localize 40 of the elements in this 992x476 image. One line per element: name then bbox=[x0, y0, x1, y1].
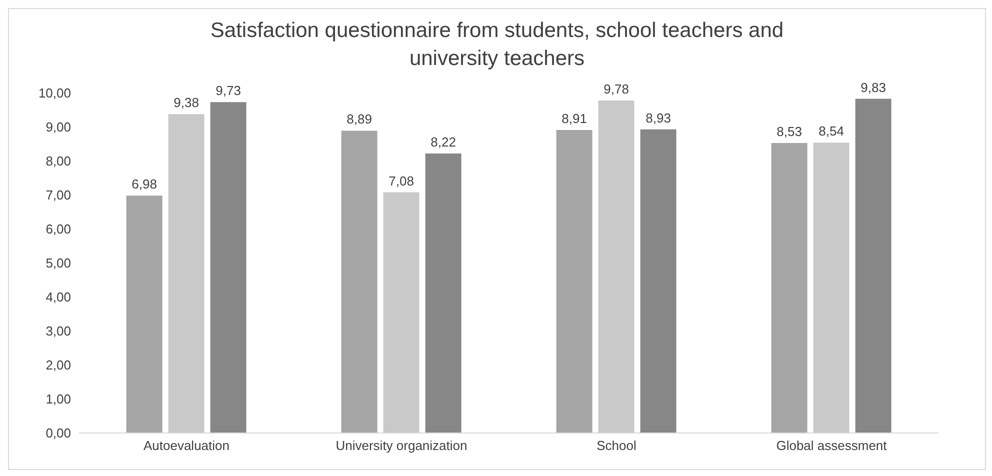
data-label: 9,38 bbox=[174, 95, 199, 110]
y-tick-label: 3,00 bbox=[46, 324, 71, 339]
data-label: 8,89 bbox=[346, 112, 372, 127]
y-tick-label: 1,00 bbox=[46, 392, 71, 407]
bar bbox=[813, 142, 850, 433]
data-label: 7,08 bbox=[388, 173, 414, 188]
chart-title: Satisfaction questionnaire from students, school teachers and university teachers bbox=[209, 18, 785, 72]
data-label: 8,53 bbox=[776, 124, 802, 139]
data-label: 8,54 bbox=[818, 124, 844, 139]
data-label: 8,22 bbox=[430, 134, 456, 150]
bar bbox=[556, 130, 592, 433]
y-tick-label: 8,00 bbox=[46, 154, 71, 169]
y-tick-label: 10,00 bbox=[38, 86, 71, 101]
bar bbox=[210, 102, 246, 433]
y-tick-label: 9,00 bbox=[46, 120, 71, 135]
bar bbox=[855, 98, 892, 433]
data-label: 6,98 bbox=[132, 176, 157, 192]
y-tick-label: 4,00 bbox=[46, 290, 71, 305]
x-tick-label: School bbox=[596, 438, 636, 454]
y-tick-label: 6,00 bbox=[46, 222, 71, 237]
x-tick-label: Global assessment bbox=[776, 438, 888, 454]
y-tick-label: 0,00 bbox=[46, 426, 71, 441]
bar bbox=[425, 154, 462, 433]
data-label: 9,78 bbox=[604, 81, 629, 96]
bar bbox=[383, 192, 420, 433]
y-tick-label: 2,00 bbox=[46, 358, 71, 373]
bar bbox=[341, 130, 378, 433]
bar bbox=[771, 142, 808, 433]
data-label: 8,91 bbox=[562, 111, 587, 126]
y-tick-label: 7,00 bbox=[46, 188, 71, 203]
bar bbox=[598, 100, 634, 433]
data-label: 8,93 bbox=[646, 110, 671, 126]
x-tick-label: University organization bbox=[336, 438, 468, 454]
bar bbox=[640, 129, 676, 433]
bar bbox=[126, 196, 162, 433]
x-tick-label: Autoevaluation bbox=[143, 438, 230, 454]
bar bbox=[168, 114, 204, 433]
y-tick-label: 5,00 bbox=[46, 256, 71, 271]
data-label: 9,83 bbox=[860, 80, 886, 95]
data-label: 9,73 bbox=[216, 83, 241, 98]
